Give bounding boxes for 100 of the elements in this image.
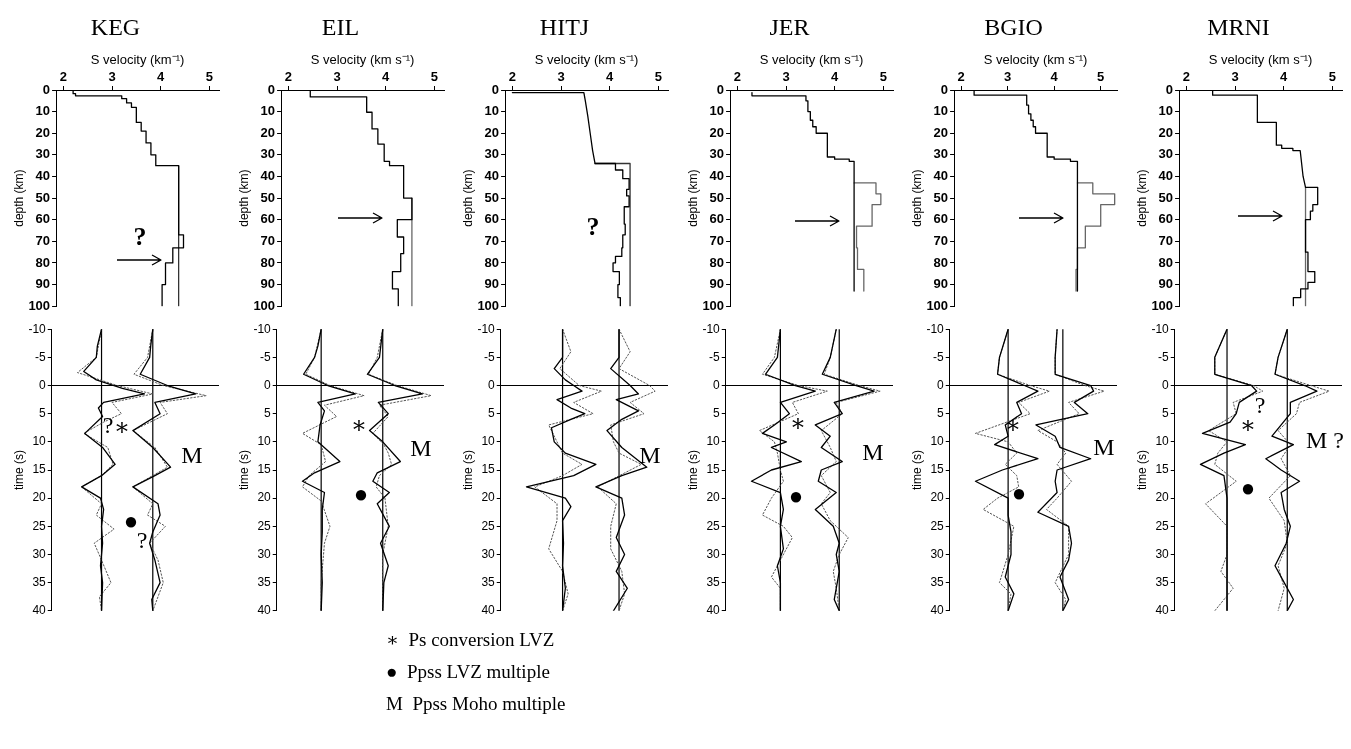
y-tick-label: 10 (484, 103, 500, 119)
y-tick-label: 30 (1155, 546, 1170, 561)
y-tick-label: 40 (35, 168, 51, 184)
annotation: ● (1240, 475, 1256, 501)
y-tick-label: -5 (933, 349, 945, 364)
y-axis-title: depth (km) (1134, 169, 1149, 227)
y-tick-label: 0 (937, 377, 945, 392)
y-tick-label: 70 (35, 232, 51, 248)
x-tick-label: 4 (606, 68, 615, 84)
y-tick-label: 20 (1158, 124, 1174, 140)
y-tick-label: 100 (1151, 297, 1174, 313)
y-tick-label: 30 (930, 546, 945, 561)
y-tick-label: 70 (260, 232, 276, 248)
annotation: M (862, 439, 884, 465)
y-tick-label: 100 (926, 297, 949, 313)
y-axis-title: time (s) (1134, 450, 1149, 490)
y-tick-label: 50 (484, 189, 500, 205)
x-tick-label: 5 (1328, 68, 1336, 84)
x-axis-title: S velocity (km s⁻¹) (759, 52, 864, 68)
y-tick-label: 40 (706, 603, 721, 618)
x-tick-label: 2 (508, 68, 516, 84)
y-tick-label: 50 (933, 189, 949, 205)
y-tick-label: 40 (257, 603, 272, 618)
y-tick-label: 25 (32, 518, 47, 533)
y-tick-label: 40 (933, 168, 949, 184)
y-tick-label: 0 (267, 81, 276, 97)
y-tick-label: -10 (253, 321, 272, 336)
y-tick-label: 10 (35, 103, 51, 119)
x-tick-label: 3 (557, 68, 565, 84)
y-tick-label: 20 (481, 490, 496, 505)
y-tick-label: 100 (477, 297, 500, 313)
y-axis-title: time (s) (236, 450, 251, 490)
y-tick-label: 80 (484, 254, 500, 270)
y-tick-label: 0 (716, 81, 725, 97)
y-tick-label: 20 (257, 490, 272, 505)
y-tick-label: 90 (709, 276, 725, 292)
y-tick-label: 10 (257, 434, 272, 449)
y-tick-label: 10 (1158, 103, 1174, 119)
y-tick-label: 50 (260, 189, 276, 205)
x-tick-label: 2 (59, 68, 67, 84)
annotation: ? (102, 412, 114, 438)
annotation: ? (1254, 392, 1266, 418)
y-tick-label: 40 (32, 603, 47, 618)
x-tick-label: 2 (957, 68, 965, 84)
y-tick-label: 5 (488, 405, 496, 420)
y-tick-label: 35 (1155, 574, 1170, 589)
y-tick-label: 20 (32, 490, 47, 505)
y-axis-title: time (s) (909, 450, 924, 490)
x-tick-label: 4 (1050, 68, 1059, 84)
text: M Ppss Moho multiple (386, 693, 566, 715)
y-tick-label: -5 (260, 349, 272, 364)
y-axis-title: time (s) (11, 450, 26, 490)
y-tick-label: 30 (481, 546, 496, 561)
y-tick-label: 40 (260, 168, 276, 184)
y-tick-label: -10 (28, 321, 47, 336)
y-tick-label: 70 (1158, 232, 1174, 248)
y-tick-label: 60 (709, 211, 725, 227)
y-tick-label: 25 (706, 518, 721, 533)
y-tick-label: 100 (702, 297, 725, 313)
y-tick-label: -5 (709, 349, 721, 364)
y-tick-label: 35 (930, 574, 945, 589)
x-tick-label: 3 (108, 68, 116, 84)
y-tick-label: 5 (264, 405, 272, 420)
y-tick-label: 80 (709, 254, 725, 270)
y-tick-label: 40 (481, 603, 496, 618)
y-tick-label: 0 (264, 377, 272, 392)
y-axis-title: depth (km) (909, 169, 924, 227)
chart-title: JER (769, 13, 810, 40)
y-tick-label: 80 (1158, 254, 1174, 270)
x-tick-label: 2 (1182, 68, 1190, 84)
annotation: ∗ (1239, 412, 1257, 438)
y-tick-label: 10 (1155, 434, 1170, 449)
annotation: ∗ (113, 414, 131, 440)
y-tick-label: 0 (1165, 81, 1174, 97)
y-axis-title: time (s) (460, 450, 475, 490)
y-tick-label: 5 (937, 405, 945, 420)
x-tick-label: 4 (382, 68, 391, 84)
y-tick-label: 30 (260, 146, 276, 162)
annotation: M (410, 435, 432, 461)
x-tick-label: 5 (1097, 68, 1105, 84)
chart-title: MRNI (1207, 13, 1270, 40)
y-tick-label: 50 (1158, 189, 1174, 205)
y-tick-label: 15 (481, 462, 496, 477)
y-tick-label: 0 (488, 377, 496, 392)
y-tick-label: 20 (706, 490, 721, 505)
chart-title: HITJ (539, 13, 590, 40)
x-axis-title: S velocity (km s⁻¹) (1208, 52, 1313, 68)
y-axis-title: depth (km) (685, 169, 700, 227)
y-tick-label: 60 (35, 211, 51, 227)
y-tick-label: 30 (257, 546, 272, 561)
y-tick-label: 30 (484, 146, 500, 162)
y-tick-label: 70 (709, 232, 725, 248)
y-tick-label: 100 (253, 297, 276, 313)
y-axis-title: time (s) (685, 450, 700, 490)
y-tick-label: 100 (28, 297, 51, 313)
x-axis-title: S velocity (km s⁻¹) (310, 52, 415, 68)
y-tick-label: -5 (1158, 349, 1170, 364)
y-tick-label: 20 (709, 124, 725, 140)
y-tick-label: 30 (933, 146, 949, 162)
y-axis-title: depth (km) (11, 169, 26, 227)
